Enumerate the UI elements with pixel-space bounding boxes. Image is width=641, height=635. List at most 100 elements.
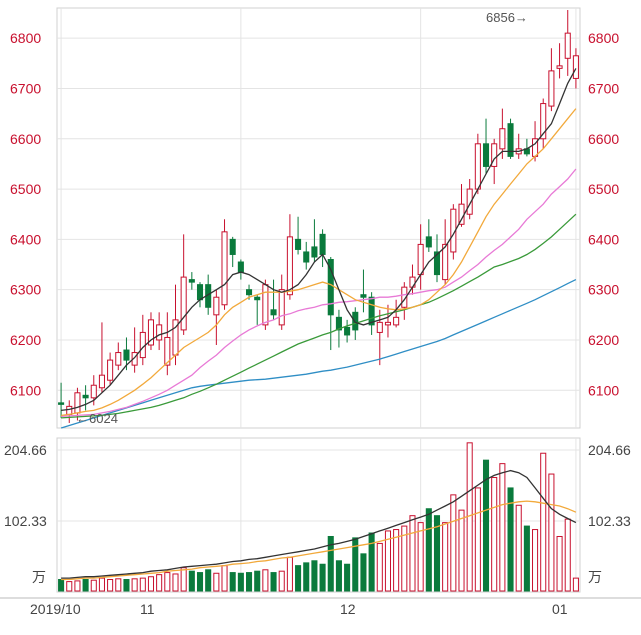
volume-bar <box>409 515 416 592</box>
candle <box>147 312 155 351</box>
candle <box>107 352 114 386</box>
price-tick-left: 6100 <box>10 382 41 398</box>
volume-bar <box>66 581 73 592</box>
candle <box>360 269 367 313</box>
volume-bar <box>188 570 195 592</box>
candle <box>548 48 555 112</box>
date-axis: 2019/10 11 12 01 <box>30 601 568 617</box>
volume-bar <box>556 535 563 592</box>
candle <box>164 312 171 376</box>
moving-average-ma10 <box>61 108 577 417</box>
candle <box>401 282 408 320</box>
volume-bar <box>98 577 105 592</box>
volume-bar <box>115 578 122 592</box>
candle-body <box>417 243 424 276</box>
volume-bar <box>107 579 114 592</box>
candle-body <box>286 236 293 296</box>
candle-body <box>74 392 81 414</box>
candle <box>156 312 163 351</box>
date-tick: 11 <box>140 601 155 617</box>
volume-bars <box>58 442 579 592</box>
candle <box>507 118 514 159</box>
candle <box>311 219 318 263</box>
candle <box>466 179 473 220</box>
volume-unit-left: 万 <box>32 569 46 585</box>
candle-body <box>499 128 506 150</box>
candle-body <box>66 405 73 415</box>
moving-average-ma20 <box>61 168 577 418</box>
date-tick: 12 <box>340 601 356 617</box>
candle-body <box>246 289 253 296</box>
volume-bar <box>499 463 506 592</box>
candle <box>237 259 244 280</box>
candle-body <box>180 276 187 331</box>
candle-body <box>295 238 302 250</box>
volume-bar <box>164 572 171 592</box>
volume-bar <box>221 565 228 592</box>
price-tick-left: 6600 <box>10 131 41 147</box>
volume-bar <box>295 565 302 592</box>
candle <box>221 219 228 310</box>
price-tick-right: 6700 <box>588 80 619 96</box>
candle-body <box>237 261 244 273</box>
volume-bar <box>229 572 236 592</box>
candle-body <box>196 284 204 301</box>
candle-body <box>156 324 163 341</box>
price-tick-right: 6200 <box>588 332 619 348</box>
candle <box>82 385 89 411</box>
candle-body <box>270 309 277 316</box>
volume-bar <box>507 487 514 592</box>
candle-body <box>188 279 195 283</box>
volume-bar <box>205 569 212 592</box>
volume-bar <box>458 509 465 592</box>
volume-bar <box>246 572 253 592</box>
volume-bar <box>278 570 285 592</box>
volume-bar <box>532 529 539 592</box>
candle-body <box>540 103 547 140</box>
volume-bar <box>311 560 318 592</box>
price-panel-border <box>56 7 581 429</box>
candle-body <box>344 326 351 336</box>
candle-body <box>433 251 441 276</box>
candle <box>556 43 563 79</box>
volume-panel-border <box>56 437 581 593</box>
price-tick-right: 6600 <box>588 131 619 147</box>
candle <box>384 304 391 338</box>
price-tick-left: 6800 <box>10 30 41 46</box>
volume-bar <box>180 567 187 592</box>
candle <box>66 400 73 423</box>
candle <box>425 219 432 252</box>
candle <box>188 272 195 290</box>
volume-bar <box>262 569 269 592</box>
volume-bar <box>540 452 547 592</box>
volume-bar <box>548 473 555 592</box>
volume-bar <box>123 579 130 592</box>
volume-bar <box>196 572 204 592</box>
candle-body <box>221 231 228 306</box>
volume-unit-right: 万 <box>588 569 602 585</box>
candle <box>572 48 579 89</box>
candle-body <box>311 246 318 258</box>
candle-body <box>360 294 367 298</box>
volume-vol-ma1 <box>61 469 577 579</box>
volume-bar <box>237 572 244 592</box>
candle-body <box>564 32 571 59</box>
candle <box>254 294 261 325</box>
candle-body <box>572 55 579 79</box>
candle <box>98 322 105 393</box>
price-tick-left: 6300 <box>10 282 41 298</box>
volume-average-lines <box>61 469 577 581</box>
volume-axis: 204.66 204.66 102.33 102.33 万 万 <box>4 442 631 585</box>
volume-bar <box>213 572 220 592</box>
candle <box>515 133 522 159</box>
volume-bar <box>393 529 400 592</box>
volume-bar <box>482 459 490 592</box>
candle <box>303 241 310 270</box>
volume-bar <box>515 504 522 592</box>
volume-bar <box>156 574 163 592</box>
candle-body <box>466 188 473 215</box>
candle-body <box>164 336 171 366</box>
candle-body <box>82 394 89 399</box>
price-tick-right: 6500 <box>588 181 619 197</box>
